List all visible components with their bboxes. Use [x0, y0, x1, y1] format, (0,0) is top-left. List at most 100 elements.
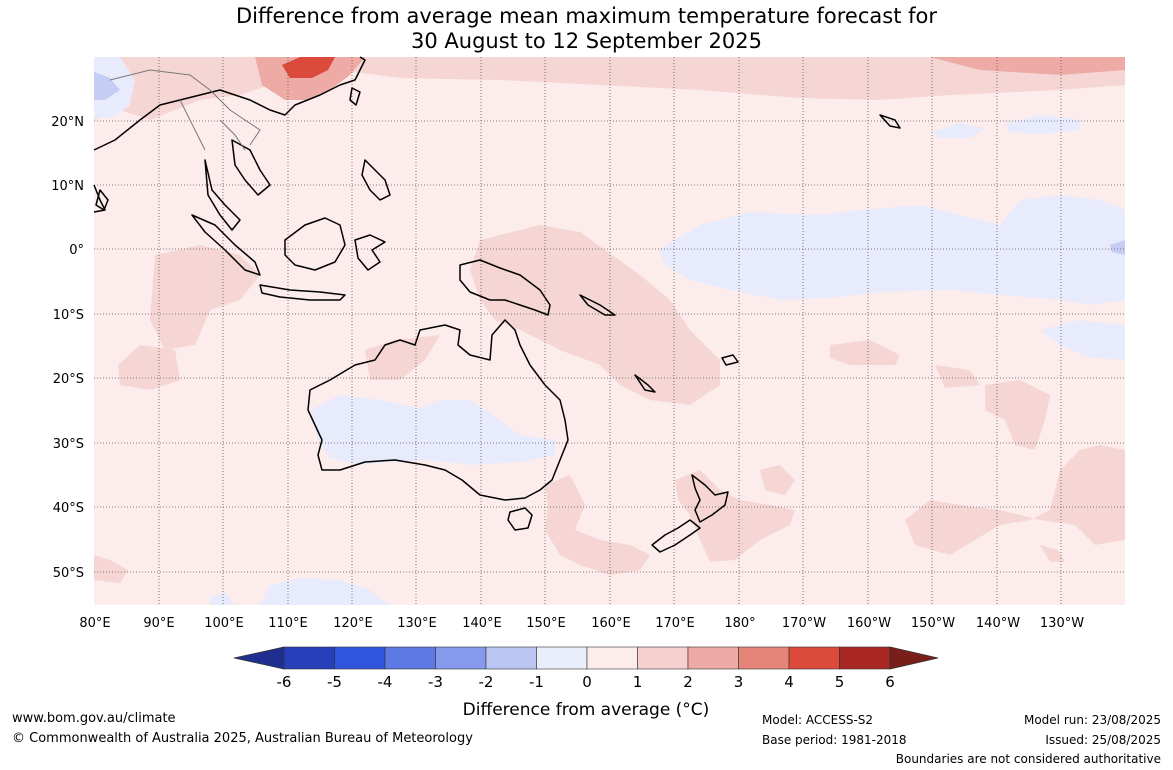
- lat-label: 30°S: [53, 437, 84, 452]
- colorbar-label: Difference from average (°C): [463, 700, 710, 720]
- lon-label: 150°W: [911, 616, 955, 631]
- anomaly-region-warm: [150, 245, 260, 350]
- solomon-islands-coastline: [579, 294, 616, 316]
- sri-lanka-coastline: [95, 189, 109, 211]
- colorbar-tick-label: -2: [479, 673, 494, 691]
- anomaly-region-cooler: [1110, 240, 1125, 255]
- colorbar-swatch: [687, 646, 739, 670]
- disclaimer-text: Boundaries are not considered authoritat…: [895, 752, 1161, 766]
- lat-label: 20°S: [53, 372, 84, 387]
- anomaly-region-warm: [545, 475, 650, 575]
- anomaly-region-warm: [675, 470, 795, 562]
- title-line-1: Difference from average mean maximum tem…: [236, 4, 937, 28]
- colorbar: [233, 646, 939, 670]
- anomaly-region-warm: [1040, 545, 1065, 562]
- website-text: www.bom.gov.au/climate: [12, 711, 176, 726]
- colorbar-tick-label: 4: [784, 673, 794, 691]
- lon-label: 170°E: [655, 616, 695, 631]
- latitude-labels: 20°N 10°N 0° 10°S 20°S 30°S 40°S 50°S: [51, 115, 84, 581]
- anomaly-region-warm: [905, 445, 1125, 555]
- anomaly-region-warm: [470, 225, 720, 405]
- issued-text: Issued: 25/08/2025: [1045, 733, 1161, 747]
- colorbar-tick-label: -5: [327, 673, 342, 691]
- lon-label: 100°E: [204, 616, 244, 631]
- lon-label: 120°E: [333, 616, 373, 631]
- colorbar-swatch: [637, 646, 689, 670]
- anomaly-region-cool: [310, 395, 555, 465]
- colorbar-swatch: [334, 646, 386, 670]
- lon-label: 130°E: [397, 616, 437, 631]
- sumatra-coastline: [191, 214, 261, 276]
- anomaly-region-warm: [935, 365, 980, 388]
- model-run-text: Model run: 23/08/2025: [1023, 713, 1161, 727]
- anomaly-region-warmer: [255, 57, 365, 100]
- sulawesi-coastline: [354, 234, 386, 271]
- lat-label: 10°S: [53, 308, 84, 323]
- lon-label: 160°W: [847, 616, 891, 631]
- colorbar-tick-label: 6: [885, 673, 895, 691]
- lon-label: 110°E: [268, 616, 308, 631]
- fiji-coastline: [721, 354, 739, 366]
- colorbar-tick-label: 3: [734, 673, 744, 691]
- lon-label: 160°E: [591, 616, 631, 631]
- java-coastline: [259, 284, 346, 301]
- anomaly-region-warmer: [930, 57, 1125, 75]
- anomaly-region-warm: [94, 555, 128, 583]
- colorbar-tick-label: -3: [428, 673, 443, 691]
- colorbar-tick-label: 1: [633, 673, 643, 691]
- coastlines: [93, 56, 901, 553]
- lat-label: 10°N: [51, 179, 84, 194]
- anomaly-region-warm: [830, 340, 900, 365]
- new-guinea-coastline: [459, 259, 551, 316]
- lat-label: 0°: [69, 243, 84, 258]
- colorbar-swatch: [536, 646, 588, 670]
- colorbar-tick-label: 5: [835, 673, 845, 691]
- colorbar-ticks: -6 -5 -4 -3 -2 -1 0 1 2 3 4 5 6: [277, 673, 895, 691]
- mainland-asia-coastline: [93, 56, 366, 213]
- title-line-2: 30 August to 12 September 2025: [411, 29, 762, 53]
- anomaly-region-warm: [94, 57, 1125, 120]
- lat-label: 20°N: [51, 115, 84, 130]
- lon-label: 140°W: [976, 616, 1020, 631]
- lon-label: 130°W: [1040, 616, 1084, 631]
- taiwan-coastline: [349, 87, 361, 106]
- colorbar-swatch: [485, 646, 537, 670]
- anomaly-region-warm: [118, 345, 180, 390]
- borneo-coastline: [284, 217, 346, 271]
- colorbar-tick-label: -6: [277, 673, 292, 691]
- colorbar-tick-label: 2: [683, 673, 693, 691]
- country-borders: [109, 69, 261, 151]
- lon-label: 90°E: [143, 616, 174, 631]
- base-period-text: Base period: 1981-2018: [762, 733, 907, 747]
- anomaly-region-cooler: [94, 72, 120, 100]
- tasmania-coastline: [507, 507, 533, 531]
- anomaly-region-cool: [932, 123, 985, 138]
- longitude-labels: 80°E 90°E 100°E 110°E 120°E 130°E 140°E …: [79, 616, 1084, 631]
- anomaly-regions: [94, 57, 1125, 605]
- anomaly-region-warm: [760, 465, 795, 495]
- lon-label: 140°E: [462, 616, 502, 631]
- anomaly-region-cool: [260, 578, 390, 605]
- lon-label: 150°E: [526, 616, 566, 631]
- copyright-text: © Commonwealth of Australia 2025, Austra…: [12, 731, 473, 746]
- colorbar-swatch: [788, 646, 840, 670]
- hawaii-coastline: [879, 114, 901, 129]
- colorbar-swatch: [435, 646, 487, 670]
- new-zealand-south-coastline: [651, 519, 701, 553]
- colorbar-tick-label: -4: [378, 673, 393, 691]
- colorbar-arrow-low: [233, 646, 285, 670]
- graticule: [94, 57, 1125, 605]
- colorbar-swatch: [586, 646, 638, 670]
- colorbar-tick-label: 0: [582, 673, 592, 691]
- lat-label: 40°S: [53, 501, 84, 516]
- lon-label: 180°: [724, 616, 755, 631]
- malay-peninsula-coastline: [204, 159, 241, 231]
- lat-label: 50°S: [53, 566, 84, 581]
- new-zealand-north-coastline: [691, 474, 729, 523]
- philippines-coastline: [361, 159, 391, 201]
- colorbar-swatch: [738, 646, 790, 670]
- anomaly-region-hot: [282, 57, 335, 78]
- colorbar-swatch: [839, 646, 891, 670]
- colorbar-arrow-high: [889, 646, 939, 670]
